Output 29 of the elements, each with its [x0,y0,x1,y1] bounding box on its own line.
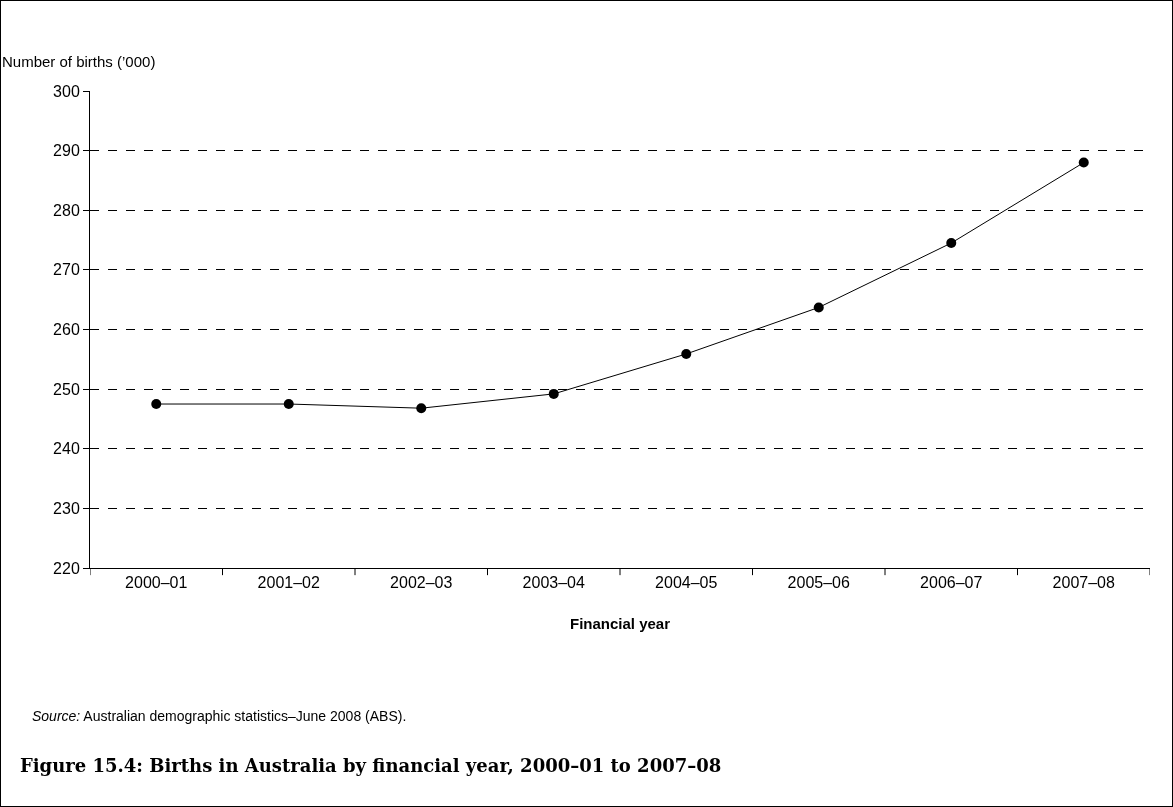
point [813,302,824,313]
y-tick-label: 220 [53,559,80,577]
y-tick-label: 290 [53,142,80,160]
text: Figure 15.4: Births in Australia by financial year, 2000–01 to 2007–08 [20,755,722,777]
x-tick-label: 2000–01 [125,574,188,592]
point [548,388,559,399]
x-tick-label: 2007–08 [1052,574,1115,592]
point [1078,157,1089,168]
x-tick-label: 2005–06 [787,574,850,592]
y-tick-label: 270 [53,261,80,279]
x-tick-label: 2001–02 [257,574,320,592]
point [946,238,957,249]
y-tick-label: 300 [53,82,80,100]
x-tick-label: 2003–04 [522,574,585,592]
y-tick-label: 280 [53,201,80,219]
x-tick-label: 2006–07 [920,574,983,592]
point [681,348,692,359]
x-axis-title: Financial year [569,615,671,633]
y-tick-label: 250 [53,380,80,398]
y-tick-label: 260 [53,321,80,339]
y-tick-label: 230 [53,499,80,517]
x-tick-label: 2004–05 [655,574,718,592]
y-tick-label: 240 [53,440,80,458]
y-axis-title: Number of births (’000) [2,53,156,70]
point [416,403,427,414]
x-tick-label: 2002–03 [390,574,453,592]
point [151,399,162,410]
point [283,399,294,410]
source-note: Source: Australian demographic statistics–June 2008 (ABS). [32,708,407,724]
